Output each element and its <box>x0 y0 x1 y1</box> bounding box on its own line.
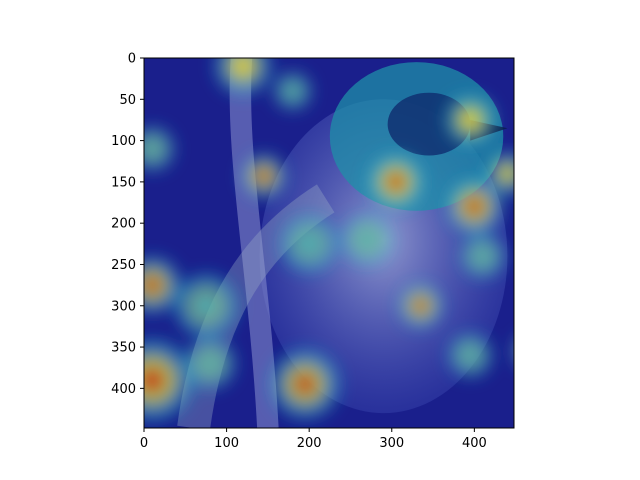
hotspot <box>446 178 503 235</box>
x-tick-label: 300 <box>379 436 404 451</box>
hotspot <box>144 126 175 171</box>
hotspot <box>184 338 236 389</box>
x-tick-label: 400 <box>462 436 487 451</box>
hotspot <box>398 283 443 328</box>
y-tick-label: 350 <box>111 341 136 356</box>
branch <box>229 58 279 428</box>
hotspot <box>448 333 493 378</box>
hotspot <box>367 153 425 211</box>
x-tick-label: 200 <box>297 436 322 451</box>
hotspot <box>273 72 312 110</box>
y-tick-label: 250 <box>111 258 136 273</box>
hotspot <box>460 234 505 279</box>
x-tick-label: 0 <box>140 436 148 451</box>
y-tick-label: 200 <box>111 217 136 232</box>
y-tick-label: 150 <box>111 175 136 190</box>
hotspot <box>174 274 238 338</box>
x-tick-label: 100 <box>214 436 239 451</box>
x-axis: 0 100 200 300 400 <box>140 428 487 451</box>
hotspot <box>144 339 194 421</box>
y-tick-label: 50 <box>119 93 136 108</box>
hotspot <box>445 94 496 146</box>
hotspot <box>214 58 272 95</box>
y-tick-label: 100 <box>111 134 136 149</box>
hotspot <box>341 214 393 265</box>
hotspot <box>241 154 286 199</box>
y-tick-label: 0 <box>128 52 136 67</box>
plot-frame <box>143 57 515 429</box>
y-tick-label: 400 <box>111 382 136 397</box>
hotspot <box>144 256 181 314</box>
hotspot <box>485 151 514 196</box>
hotspot <box>513 346 514 357</box>
plot-area <box>144 58 514 428</box>
hotspot <box>280 215 338 273</box>
hotspot <box>270 349 340 419</box>
heatmap-layer <box>144 58 514 421</box>
y-axis: 0 50 100 150 200 250 300 350 400 <box>111 52 144 397</box>
y-tick-label: 300 <box>111 299 136 314</box>
